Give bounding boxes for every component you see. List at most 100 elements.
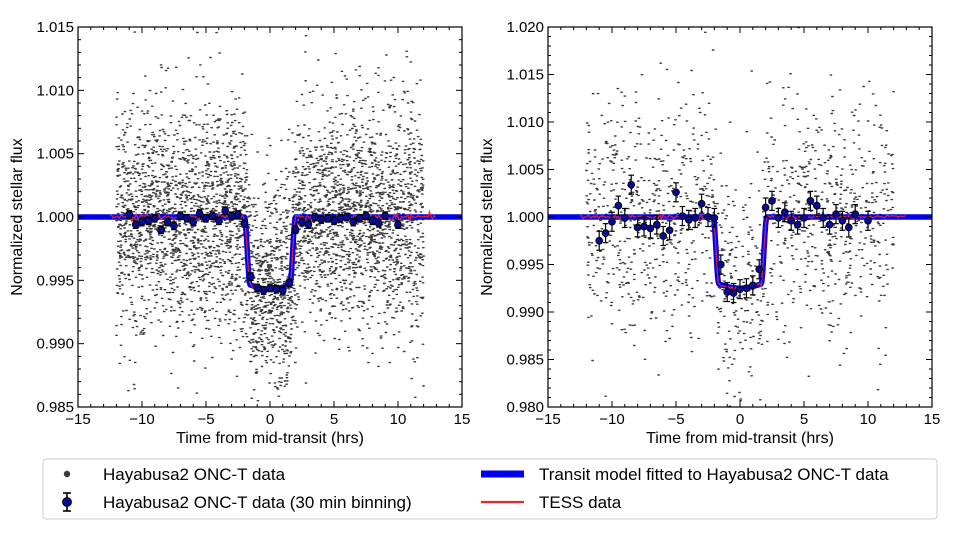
right-binned-point: [806, 190, 815, 211]
left-xtick-label: 15: [454, 411, 471, 428]
right-binned-point: [672, 182, 680, 203]
right-xtick-label: −10: [599, 411, 624, 428]
left-binned-point: [246, 272, 255, 281]
left-binned-point: [304, 220, 313, 229]
left-binned-point: [285, 278, 294, 288]
left-ytick-label: 1.000: [36, 209, 74, 226]
left-binned-point: [253, 283, 262, 293]
left-xtick-label: −10: [129, 411, 154, 428]
left-binned-point: [144, 216, 153, 226]
left-xtick-label: 10: [390, 411, 407, 428]
legend-scatter-marker: [63, 470, 71, 478]
left-ticks: [77, 26, 463, 408]
right-binned-point: [838, 210, 847, 231]
right-binned-point: [633, 217, 642, 238]
left-plot-area: [78, 31, 462, 402]
right-xtick-label: −5: [667, 411, 684, 428]
right-binned-point: [659, 225, 668, 247]
left-ytick-label: 1.015: [36, 19, 74, 36]
right-binned-point: [697, 193, 706, 214]
right-xtick-label: 0: [736, 411, 744, 428]
right-ytick-label: 1.000: [506, 209, 544, 226]
legend: Hayabusa2 ONC-T data Hayabusa2 ONC-T dat…: [42, 458, 938, 520]
right-binned-point: [787, 210, 796, 231]
right-ytick-label: 0.980: [506, 399, 544, 416]
right-xtick-label: −15: [535, 411, 560, 428]
right-binned-point: [755, 259, 764, 280]
left-binned-point: [221, 206, 230, 216]
right-binned-point: [729, 282, 738, 304]
right-binned-point: [793, 214, 802, 235]
left-xtick-label: −5: [197, 411, 214, 428]
right-binned-point: [704, 206, 712, 228]
right-binned-point: [595, 230, 604, 251]
left-binned-point: [227, 211, 236, 221]
right-ytick-label: 0.995: [506, 257, 544, 274]
right-binned-point: [710, 207, 719, 229]
left-ytick-label: 0.985: [36, 399, 74, 416]
right-ytick-label: 0.990: [506, 304, 544, 321]
left-binned-point: [362, 211, 370, 221]
left-binned-point: [355, 213, 364, 223]
left-binned-point: [150, 213, 159, 223]
left-binned-point: [381, 211, 390, 221]
left-binned-point: [278, 286, 287, 295]
right-binned-point: [716, 254, 725, 275]
left-binned-point: [323, 213, 332, 223]
left-binned-point: [195, 208, 204, 218]
left-binned-point: [182, 213, 191, 223]
left-binned-point: [163, 217, 172, 227]
left-binned-point: [368, 216, 377, 226]
left-ytick-label: 0.995: [36, 272, 74, 289]
left-raw-scatter-points: [115, 31, 425, 402]
right-binned-point: [627, 174, 636, 195]
right-plot-area: [548, 27, 932, 407]
right-binned-point: [601, 223, 610, 244]
right-binned-point: [691, 207, 700, 229]
left-panel: −15 −10 −5 0 5 10 15 0.985 0.990 0.995 1.000 1.005 1…: [9, 19, 471, 447]
right-xtick-label: 10: [860, 411, 877, 428]
left-binned-point: [157, 225, 166, 235]
left-xtick-label: −15: [65, 411, 90, 428]
left-ytick-label: 1.010: [36, 82, 74, 99]
left-binned-point: [266, 283, 274, 293]
left-binned-point: [202, 213, 210, 223]
left-binned-point: [291, 225, 300, 235]
right-binned-point: [620, 207, 629, 229]
right-ytick-label: 1.005: [506, 162, 544, 179]
left-binned-point: [298, 217, 306, 227]
right-binned-point: [608, 211, 616, 232]
right-ticks: [547, 26, 933, 408]
left-binned-point: [374, 218, 383, 228]
right-binned-point: [640, 216, 648, 237]
left-xtick-label: 5: [330, 411, 338, 428]
right-binned-point: [825, 214, 834, 235]
right-binned-point: [844, 217, 853, 238]
right-xlabel: Time from mid-transit (hrs): [646, 430, 834, 447]
right-panel: −15 −10 −5 0 5 10 15 0.980 0.985 0.990 0.995 1.000 1…: [479, 19, 940, 447]
right-binned-point: [652, 214, 661, 235]
left-binned-point: [189, 217, 198, 227]
right-binned-point: [774, 207, 783, 229]
right-binned-point: [684, 209, 693, 230]
legend-label-scatter: Hayabusa2 ONC-T data: [103, 465, 286, 484]
left-xtick-label: 0: [266, 411, 274, 428]
left-binned-point: [234, 210, 242, 219]
legend-frame: [42, 458, 938, 520]
left-binned-point: [125, 210, 134, 219]
right-ytick-label: 1.010: [506, 114, 544, 131]
right-binned-point: [832, 204, 840, 225]
left-ytick-label: 1.005: [36, 146, 74, 163]
left-binned-point: [208, 211, 217, 221]
right-binned-point: [819, 207, 828, 229]
left-binned-point: [342, 212, 351, 222]
right-ylabel: Normalized stellar flux: [479, 138, 496, 295]
left-binned-point: [336, 213, 345, 223]
right-xtick-label: 5: [800, 411, 808, 428]
right-binned-point: [678, 205, 687, 227]
left-binned-point: [240, 218, 249, 228]
left-xlabel: Time from mid-transit (hrs): [176, 430, 364, 447]
legend-label-tess: TESS data: [539, 493, 622, 512]
legend-binned-marker: [62, 492, 72, 512]
left-ylabel: Normalized stellar flux: [9, 138, 26, 295]
